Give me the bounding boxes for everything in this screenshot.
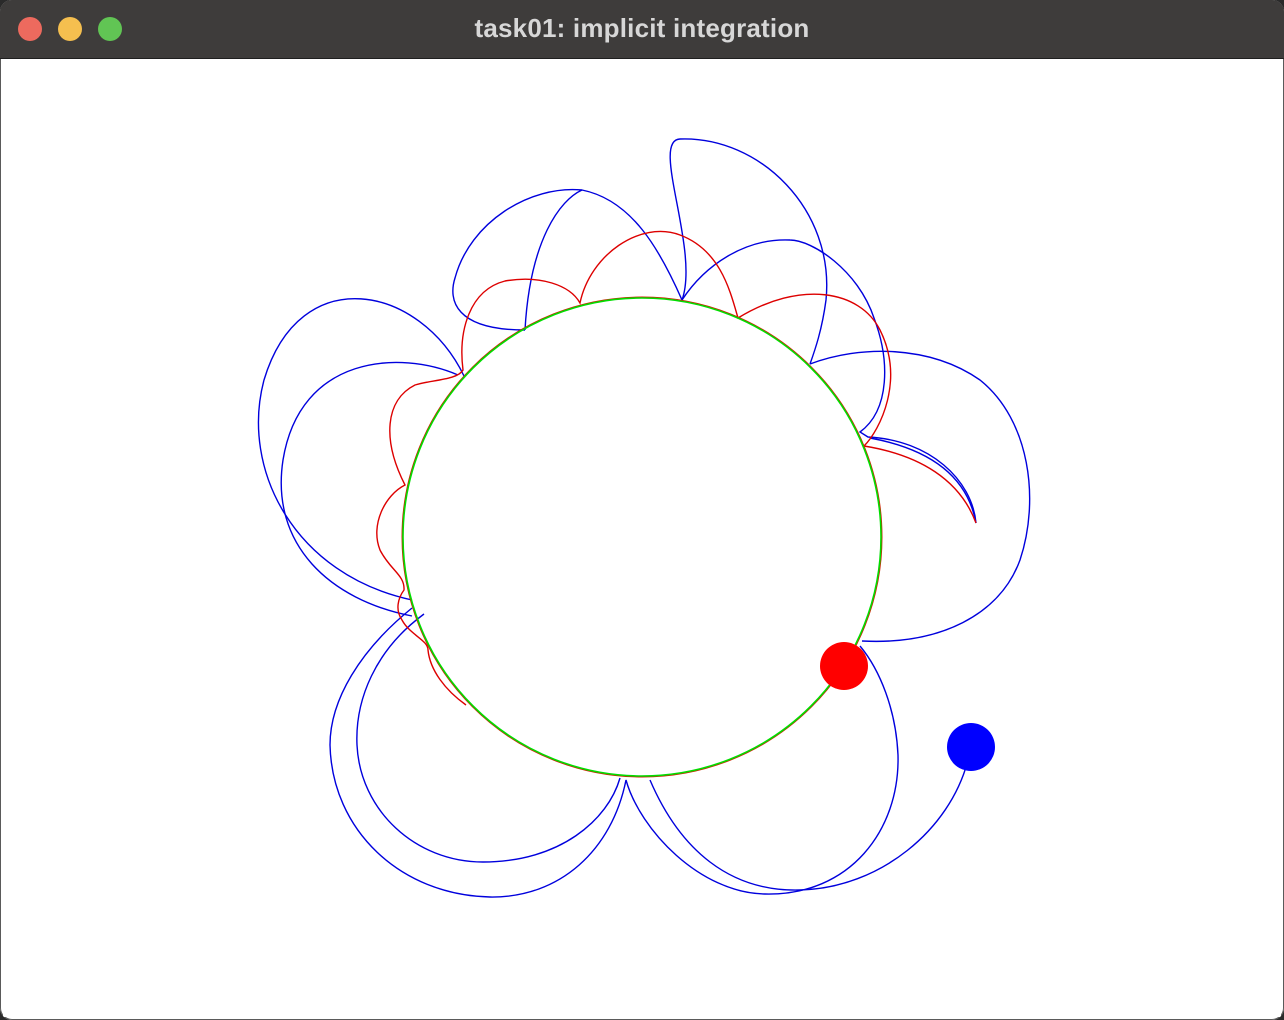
constraint-circle: [401, 296, 883, 778]
blue-loop-9: [649, 759, 969, 891]
blue-loop-5: [257, 297, 465, 601]
blue-loop-3: [524, 189, 583, 331]
blue-loop-7: [329, 607, 899, 898]
minimize-window-button[interactable]: [58, 17, 82, 41]
blue-loop-8: [356, 613, 621, 863]
blue-loop-10: [869, 437, 977, 524]
window-title: task01: implicit integration: [474, 13, 810, 43]
blue-loop-1: [452, 188, 977, 524]
explicit-trajectory: [257, 138, 1031, 898]
blue-loop-2: [669, 138, 828, 365]
simulation-drawing: [257, 138, 1031, 898]
title-bar[interactable]: task01: implicit integration: [0, 0, 1284, 59]
simulation-canvas[interactable]: [3, 59, 1281, 1017]
implicit-trajectory: [376, 230, 977, 706]
explicit-particle: [947, 723, 995, 771]
red-curve: [376, 230, 977, 706]
blue-loop-4: [809, 350, 1031, 643]
maximize-window-button[interactable]: [98, 17, 122, 41]
blue-loop-6: [280, 361, 459, 617]
close-window-button[interactable]: [18, 17, 42, 41]
implicit-particle: [820, 642, 868, 690]
